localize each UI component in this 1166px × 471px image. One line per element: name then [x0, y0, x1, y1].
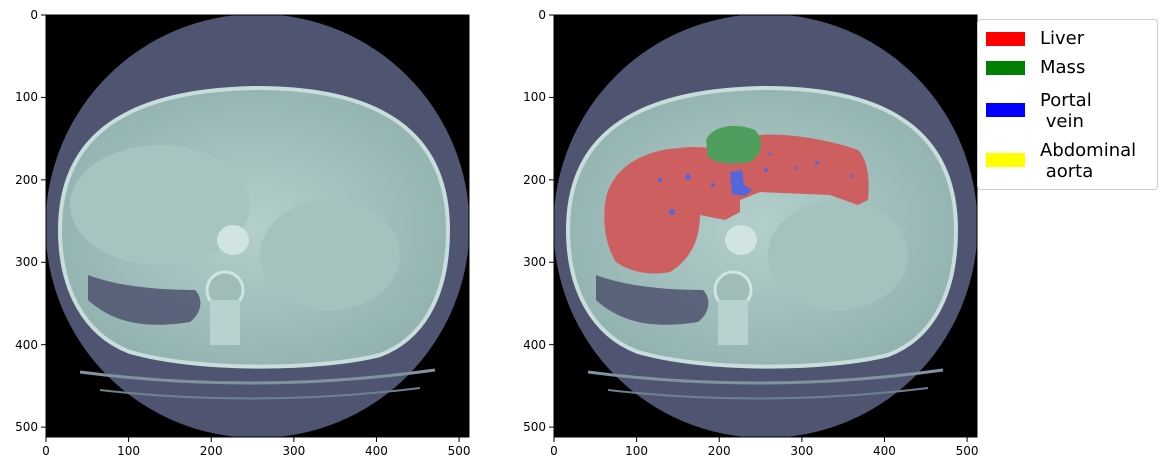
right-panel-y-tick-label: 500 — [523, 420, 546, 435]
left-panel-y-tick-label: 100 — [15, 90, 38, 105]
right-panel-x-tick-label: 500 — [955, 444, 979, 458]
legend-swatch-abdominal-aorta — [986, 153, 1025, 167]
left-panel-y-tick-label: 500 — [15, 420, 38, 435]
left-panel-x-tick-label: 200 — [199, 444, 223, 458]
legend-label-abdominal-aorta: Abdominal aorta — [1040, 140, 1137, 182]
left-panel-y-tick-label: 200 — [15, 172, 38, 187]
left-panel-y-tick-label: 0 — [30, 8, 38, 22]
left-panel-x-tick-label: 300 — [282, 444, 306, 458]
legend: Liver Mass Portal vein Abdominal aorta — [977, 19, 1158, 190]
legend-label-portal-vein: Portal vein — [1040, 90, 1092, 132]
left-panel-y-tick-label: 400 — [15, 337, 38, 352]
left-panel-x-tick-label: 100 — [117, 444, 141, 458]
legend-swatch-liver — [986, 32, 1025, 46]
right-panel-y-tick-label: 300 — [523, 255, 546, 270]
right-panel-y-tick-label: 400 — [523, 337, 546, 352]
legend-swatch-mass — [986, 61, 1025, 75]
legend-label-liver: Liver — [1040, 28, 1085, 49]
right-panel-y-tick-label: 0 — [538, 8, 546, 22]
liver-mask — [604, 134, 869, 274]
right-panel-x-tick-label: 100 — [625, 444, 649, 458]
right-panel-y-tick-label: 200 — [523, 172, 546, 187]
left-panel-x-tick-label: 400 — [365, 444, 388, 458]
right-panel-y-tick-label: 100 — [523, 90, 546, 105]
right-panel-x-tick-label: 0 — [550, 444, 558, 458]
mass-mask — [706, 125, 762, 164]
portal-vein-mask — [730, 170, 752, 196]
legend-label-mass: Mass — [1040, 57, 1086, 78]
legend-swatch-portal-vein — [986, 103, 1025, 117]
left-panel-y-tick-label: 300 — [15, 255, 38, 270]
left-panel-x-tick-label: 500 — [447, 444, 471, 458]
left-ct-image — [46, 15, 469, 437]
right-panel-x-tick-label: 400 — [873, 444, 896, 458]
right-panel-x-tick-label: 200 — [707, 444, 731, 458]
right-panel-x-tick-label: 300 — [790, 444, 814, 458]
left-panel-x-tick-label: 0 — [42, 444, 50, 458]
vein-spots — [658, 152, 854, 215]
